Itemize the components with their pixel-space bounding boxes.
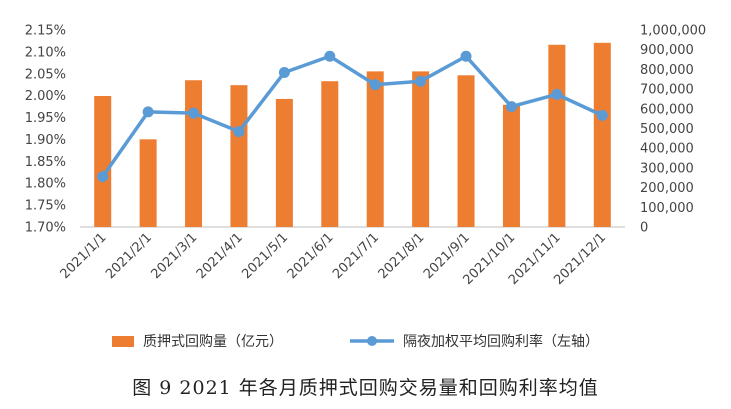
x-tick-label: 2021/6/1 <box>285 230 337 282</box>
rate-point <box>188 107 200 119</box>
bar <box>412 71 430 228</box>
y-right-tick-label: 400,000 <box>640 142 694 157</box>
legend: 质押式回购量（亿元） 隔夜加权平均回购利率（左轴） <box>112 333 599 350</box>
bar <box>275 98 293 227</box>
y-left-tick-label: 2.00% <box>25 89 66 104</box>
x-tick-label: 2021/1/1 <box>58 230 110 282</box>
y-left-tick-label: 1.95% <box>25 111 66 126</box>
rate-point <box>505 101 517 113</box>
figure-caption: 图 9 2021 年各月质押式回购交易量和回购利率均值 <box>132 377 599 399</box>
y-right-tick-label: 600,000 <box>640 102 694 117</box>
bar <box>593 42 611 228</box>
rate-point <box>278 66 290 78</box>
rate-point <box>369 79 381 91</box>
bar <box>548 44 566 228</box>
bar <box>185 80 203 227</box>
x-tick-label: 2021/3/1 <box>148 230 200 282</box>
y-left-tick-label: 1.70% <box>25 221 66 236</box>
y-left-tick-label: 1.75% <box>25 199 66 214</box>
y-left-tick-label: 1.90% <box>25 133 66 148</box>
x-tick-label: 2021/7/1 <box>330 230 382 282</box>
bar <box>139 139 157 227</box>
y-right-tick-label: 700,000 <box>640 83 694 98</box>
legend-label-bar: 质押式回购量（亿元） <box>143 334 283 350</box>
rate-point <box>460 50 472 62</box>
bar <box>230 85 248 227</box>
rate-point <box>596 109 608 121</box>
rate-point <box>233 126 245 138</box>
bar <box>94 95 112 228</box>
rate-line <box>101 54 604 178</box>
y-right-tick-label: 0 <box>640 221 648 236</box>
y-right-tick-label: 900,000 <box>640 43 694 58</box>
y-left-tick-label: 2.15% <box>25 24 66 39</box>
x-tick-label: 2021/2/1 <box>103 230 155 282</box>
y-right-tick-label: 500,000 <box>640 122 694 137</box>
y-right-tick-label: 800,000 <box>640 63 694 78</box>
rate-point <box>324 50 336 62</box>
y-right-tick-label: 200,000 <box>640 181 694 196</box>
rate-point <box>142 106 154 118</box>
rate-point <box>415 75 427 87</box>
y-left-tick-label: 1.85% <box>25 155 66 170</box>
rate-point <box>97 171 109 183</box>
y-right-tick-label: 300,000 <box>640 161 694 176</box>
bar <box>502 104 520 227</box>
y-left-tick-label: 1.80% <box>25 177 66 192</box>
bar <box>457 75 475 227</box>
legend-swatch-bar <box>112 336 134 347</box>
legend-swatch-marker <box>367 336 377 346</box>
x-tick-label: 2021/5/1 <box>239 230 291 282</box>
x-tick-label: 2021/8/1 <box>376 230 428 282</box>
y-right-tick-label: 100,000 <box>640 201 694 216</box>
y-right-tick-label: 1,000,000 <box>640 24 706 39</box>
legend-label-line: 隔夜加权平均回购利率（左轴） <box>403 333 599 350</box>
bar <box>321 81 339 227</box>
x-tick-label: 2021/4/1 <box>194 230 246 282</box>
y-left-tick-label: 2.10% <box>25 45 66 60</box>
combo-chart: 1.70% 1.75% 1.80% 1.85% 1.90% 1.95% 2.00% 2.05%… <box>25 24 706 351</box>
rate-point <box>551 88 563 100</box>
y-left-tick-label: 2.05% <box>25 67 66 82</box>
bar <box>366 71 384 228</box>
